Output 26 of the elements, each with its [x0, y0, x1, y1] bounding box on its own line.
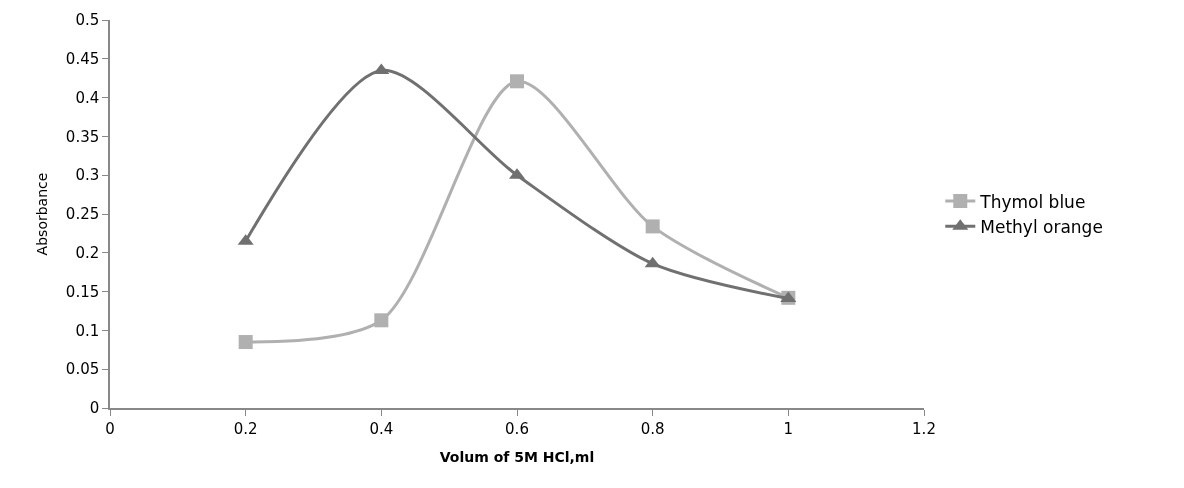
legend-label: Thymol blue	[979, 191, 1086, 212]
x-tick-label: 0	[105, 419, 115, 438]
y-tick-label: 0.35	[65, 127, 100, 146]
x-tick-label: 1	[783, 419, 794, 438]
y-tick-label: 0	[89, 399, 100, 418]
y-tick-label: 0.1	[75, 321, 100, 340]
y-tick-label: 0.5	[75, 11, 100, 30]
x-axis-title: Volum of 5M HCl,ml	[439, 448, 595, 465]
point	[645, 219, 660, 234]
point	[644, 256, 661, 268]
y-tick-label: 0.3	[75, 166, 100, 185]
y-axis-title: Absorbance	[33, 172, 50, 256]
point	[238, 335, 253, 350]
y-tick-label: 0.05	[65, 360, 100, 379]
y-tick-label: 0.15	[65, 282, 100, 301]
y-tick-label: 0.2	[75, 244, 100, 263]
x-tick-label: 0.8	[640, 419, 665, 438]
legend-label: Methyl orange	[980, 216, 1103, 237]
point	[374, 313, 389, 328]
y-tick-label: 0.45	[65, 50, 100, 69]
x-tick-label: 0.2	[233, 419, 258, 438]
x-tick-label: 1.2	[912, 419, 936, 438]
x-tick-label: 0.4	[369, 419, 394, 438]
y-tick-label: 0.25	[65, 205, 100, 224]
y-tick-label: 0.4	[75, 88, 100, 107]
x-tick-label: 0.6	[505, 419, 529, 438]
